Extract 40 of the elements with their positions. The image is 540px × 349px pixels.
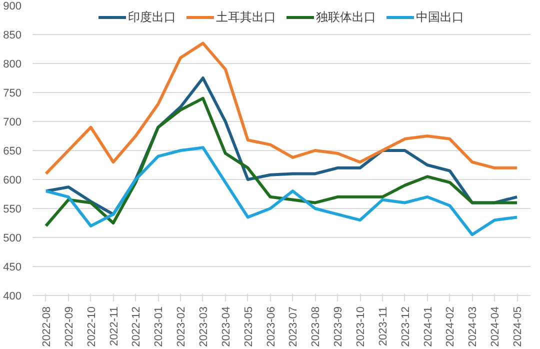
legend-label: 土耳其出口 xyxy=(216,8,276,26)
x-tick-label: 2024-01 xyxy=(422,306,434,347)
y-tick-label: 750 xyxy=(3,88,22,100)
x-tick-label: 2022-09 xyxy=(63,306,76,347)
line-series xyxy=(44,146,519,236)
x-tick-label: 2024-05 xyxy=(512,306,524,347)
x-tick-label: 2023-05 xyxy=(242,306,255,347)
x-tick-label: 2023-11 xyxy=(377,306,390,346)
x-tick-label: 2024-03 xyxy=(467,306,480,347)
y-tick-label: 550 xyxy=(3,204,22,216)
x-tick-label: 2023-10 xyxy=(355,306,368,347)
y-tick-label: 800 xyxy=(3,58,22,70)
x-tick-label: 2024-02 xyxy=(444,306,457,347)
line-series xyxy=(44,42,519,176)
y-tick-label: 500 xyxy=(3,232,22,244)
y-tick-label: 650 xyxy=(3,146,22,158)
x-tick-label: 2023-12 xyxy=(400,306,412,347)
x-tick-label: 2022-12 xyxy=(130,306,143,347)
x-tick-label: 2023-02 xyxy=(176,306,188,347)
x-tick-label: 2022-08 xyxy=(40,306,53,347)
x-tick-label: 2022-11 xyxy=(108,306,120,346)
legend-label: 印度出口 xyxy=(128,8,176,26)
x-tick-label: 2024-04 xyxy=(490,306,502,347)
x-tick-label: 2022-10 xyxy=(86,306,98,347)
y-tick-label: 700 xyxy=(3,116,22,128)
x-tick-label: 2023-01 xyxy=(153,306,166,347)
y-tick-label: 450 xyxy=(3,262,22,274)
x-tick-label: 2023-04 xyxy=(220,306,232,347)
y-tick-label: 600 xyxy=(3,174,22,186)
y-tick-label: 850 xyxy=(3,30,22,42)
legend-label: 独联体出口 xyxy=(316,8,376,26)
line-series xyxy=(44,96,519,228)
x-tick-label: 2023-07 xyxy=(288,306,300,347)
x-tick-label: 2023-08 xyxy=(310,306,322,347)
x-tick-label: 2023-06 xyxy=(265,306,278,347)
x-tick-label: 2023-09 xyxy=(332,306,345,347)
legend-label: 中国出口 xyxy=(416,8,464,26)
y-tick-label: 400 xyxy=(3,290,22,302)
y-tick-label: 900 xyxy=(3,0,22,12)
x-tick-label: 2023-03 xyxy=(198,306,210,347)
